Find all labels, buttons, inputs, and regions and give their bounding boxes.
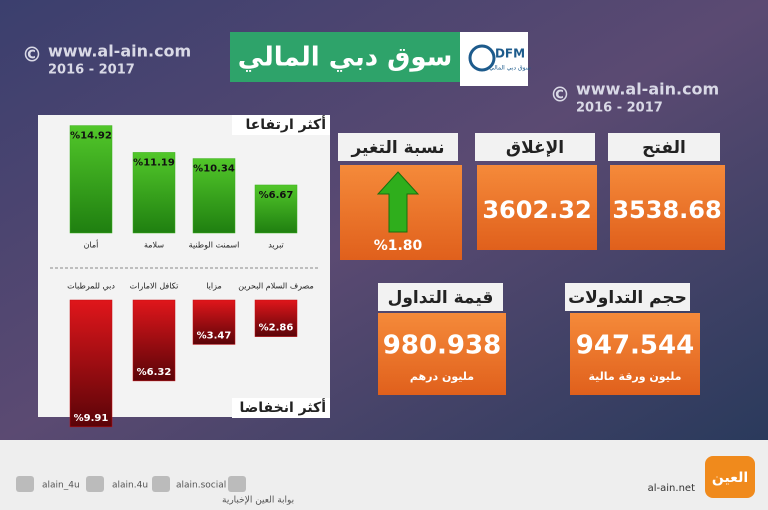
up-arrow [376, 171, 420, 233]
chart-title-box [232, 115, 330, 135]
bar [69, 299, 113, 428]
value-label: %6.67 [259, 190, 294, 201]
youtube: بوابة العين الإخبارية [222, 496, 294, 506]
bar [132, 299, 176, 382]
card-value: 3538.68 [612, 196, 721, 224]
facebook-icon [152, 476, 170, 492]
card-label: الإغلاق [506, 138, 564, 158]
site: al-ain.net [648, 483, 695, 494]
value-label: %10.34 [193, 164, 235, 175]
card-box [610, 165, 725, 250]
card-value: %1.80 [374, 238, 423, 254]
bar [132, 152, 176, 234]
instagram: alain.4u [112, 481, 148, 491]
card-value: 947.544 [576, 331, 694, 361]
watermark-years: 2016 - 2017 [48, 63, 135, 78]
card-label-box [475, 133, 595, 161]
chart-title: أكثر ارتفاعا [245, 115, 326, 133]
card-box [570, 313, 700, 395]
chart-title-box [232, 398, 330, 418]
watermark-years: 2016 - 2017 [576, 101, 663, 116]
copyright: © [22, 43, 42, 67]
category-label: مزايا [206, 282, 222, 291]
card-box [477, 165, 597, 250]
value-label: %6.32 [137, 367, 172, 378]
value-label: %9.91 [74, 413, 109, 424]
card-label: قيمة التداول [388, 288, 494, 308]
instagram-icon [86, 476, 104, 492]
card-label-box [565, 283, 690, 311]
bar [69, 125, 113, 234]
card-label: نسبة التغير [350, 138, 444, 158]
cards: الفتح 3538.68 الإغلاق 3602.32 نسبة التغير %1.… [338, 133, 725, 395]
brand: العين [712, 470, 748, 486]
header-band [230, 32, 460, 82]
copyright: © [550, 83, 570, 107]
footer [0, 440, 768, 510]
youtube-icon [228, 476, 246, 492]
watermark-url: www.al-ain.com [576, 80, 719, 99]
category-label: تكافل الامارات [130, 282, 179, 291]
social: alain_4u alain.4u alain.social بوابة الع… [16, 476, 695, 506]
card-value: 980.938 [383, 331, 501, 361]
card-unit: مليون درهم [410, 370, 474, 383]
value-label: %3.47 [197, 330, 232, 341]
charts: أكثر ارتفاعا %14.92 أمان %11.19 سلامة %10.34 ا… [67, 115, 330, 428]
value-label: %2.86 [259, 323, 294, 334]
card-label: الفتح [642, 138, 686, 158]
category-label: تبريد [268, 241, 283, 250]
twitter: alain_4u [42, 481, 80, 491]
bar [254, 184, 298, 234]
logo-icon [468, 44, 496, 72]
facebook: alain.social [176, 481, 226, 491]
bar [254, 299, 298, 337]
card-label-box [608, 133, 720, 161]
card-label-box [338, 133, 458, 161]
twitter-icon [16, 476, 34, 492]
card-box [378, 313, 506, 395]
card-value: 3602.32 [482, 196, 591, 224]
header-title: سوق دبي المالي [238, 43, 453, 73]
card-unit: مليون ورقة مالية [588, 370, 681, 383]
value-label: %14.92 [70, 131, 112, 142]
logo: DFM [495, 47, 525, 61]
card-label-box [378, 283, 503, 311]
category-label: أمان [84, 240, 99, 250]
watermark-url: www.al-ain.com [48, 42, 191, 61]
category-label: دبي للمرطبات [67, 282, 115, 291]
bar [192, 299, 236, 345]
bar [192, 158, 236, 234]
watermark: © www.al-ain.com 2016 - 2017 © www.al-ai… [22, 42, 719, 116]
logo-sub: سوق دبي المالي [489, 65, 531, 72]
brand-logo [705, 456, 755, 498]
value-label: %11.19 [133, 157, 175, 168]
chart-title: أكثر انخفاضا [239, 398, 326, 416]
category-label: مصرف السلام البحرين [238, 282, 314, 291]
category-label: سلامة [144, 241, 164, 250]
card-label: حجم التداولات [568, 288, 687, 308]
category-label: اسمنت الوطنية [189, 241, 240, 250]
